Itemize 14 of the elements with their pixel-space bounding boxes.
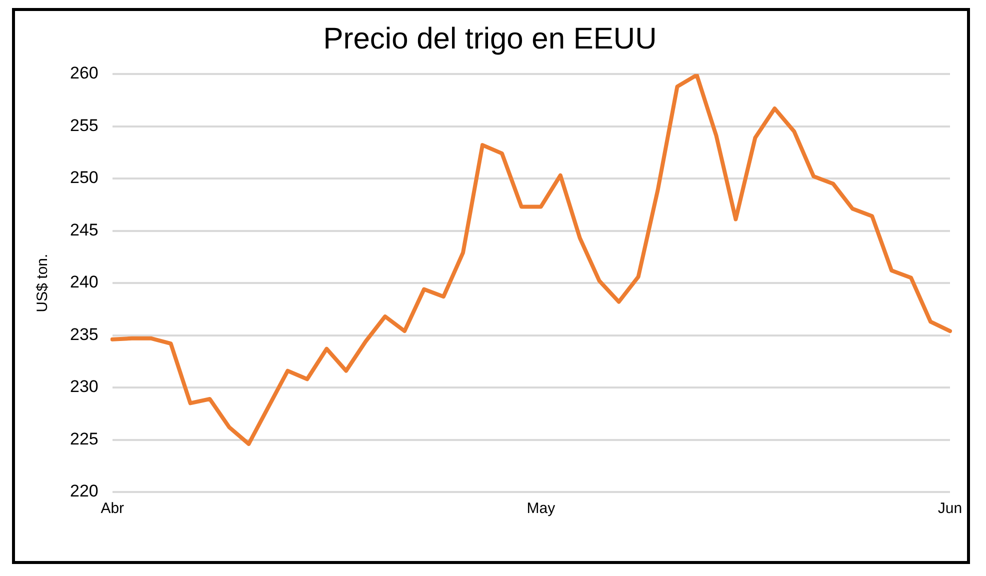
y-tick-label: 220	[70, 482, 98, 501]
y-tick-label: 235	[70, 324, 98, 344]
y-tick-label: 245	[70, 220, 98, 240]
y-tick-label: 230	[70, 377, 98, 396]
y-tick-label: 255	[70, 116, 98, 135]
chart-title: Precio del trigo en EEUU	[323, 22, 657, 56]
y-tick-label: 250	[70, 168, 98, 188]
y-tick-label: 225	[70, 429, 98, 448]
x-tick-label: Jun	[938, 500, 962, 518]
y-tick-label: 260	[70, 64, 98, 83]
x-tick-label: May	[526, 500, 556, 518]
x-tick-label: Abr	[100, 500, 124, 518]
y-tick-label: 240	[70, 272, 98, 292]
y-axis-title: US$ ton.	[34, 254, 52, 312]
